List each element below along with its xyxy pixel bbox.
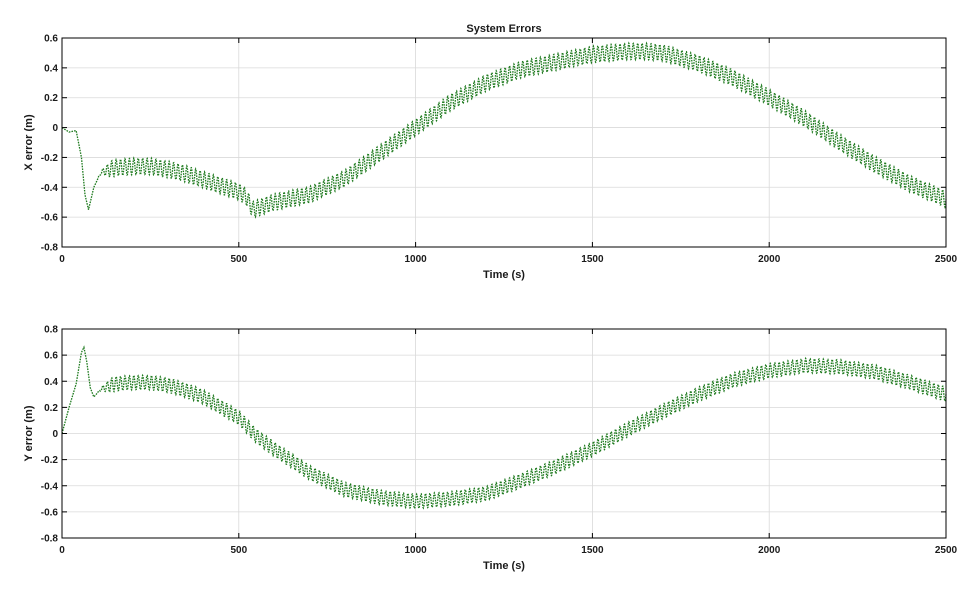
y-tick-label: 0.4	[44, 377, 58, 388]
y-tick-label: 0.4	[44, 63, 58, 74]
y-tick-label: 0	[52, 123, 58, 134]
y-tick-label: -0.6	[41, 507, 59, 518]
x-tick-label: 500	[230, 545, 247, 556]
x-axis-label: Time (s)	[483, 269, 525, 281]
y-tick-label: -0.2	[41, 455, 59, 466]
series-line	[61, 345, 947, 511]
y-tick-label: -0.8	[41, 534, 59, 545]
x-tick-label: 1500	[581, 254, 604, 265]
x-tick-label: 2500	[935, 545, 958, 556]
x-tick-label: 1000	[404, 545, 427, 556]
x-error-chart: 0 500 1000 1500 2000 2500 -0.8 -0.6 -0.4 -0.2 0 0.2…	[23, 23, 958, 281]
y-tick-label: -0.4	[41, 183, 59, 194]
chart-title: System Errors	[466, 23, 541, 35]
y-tick-label: -0.4	[41, 481, 59, 492]
y-tick-label: 0.8	[44, 325, 58, 336]
series-line	[61, 41, 947, 219]
axes-frame	[61, 37, 947, 248]
x-tick-label: 500	[230, 254, 247, 265]
x-tick-label: 0	[59, 254, 65, 265]
y-tick-label: -0.8	[41, 243, 59, 254]
y-tick-label: -0.6	[41, 213, 59, 224]
y-tick-label: 0.6	[44, 34, 58, 45]
x-axis-label: Time (s)	[483, 560, 525, 572]
y-tick-label: 0.2	[44, 403, 58, 414]
y-error-chart: 0 500 1000 1500 2000 2500 -0.8 -0.6 -0.4 -0.2 0 0.2…	[23, 325, 958, 573]
x-tick-label: 1000	[404, 254, 427, 265]
y-tick-label: -0.2	[41, 153, 59, 164]
y-tick-label: 0	[52, 429, 58, 440]
x-tick-label: 2500	[935, 254, 958, 265]
y-axis-label: X error (m)	[23, 114, 35, 171]
x-tick-label: 2000	[758, 254, 781, 265]
y-tick-label: 0.2	[44, 93, 58, 104]
x-tick-label: 2000	[758, 545, 781, 556]
y-axis-label: Y error (m)	[23, 405, 35, 461]
x-tick-label: 0	[59, 545, 65, 556]
x-tick-label: 1500	[581, 545, 604, 556]
y-tick-label: 0.6	[44, 351, 58, 362]
